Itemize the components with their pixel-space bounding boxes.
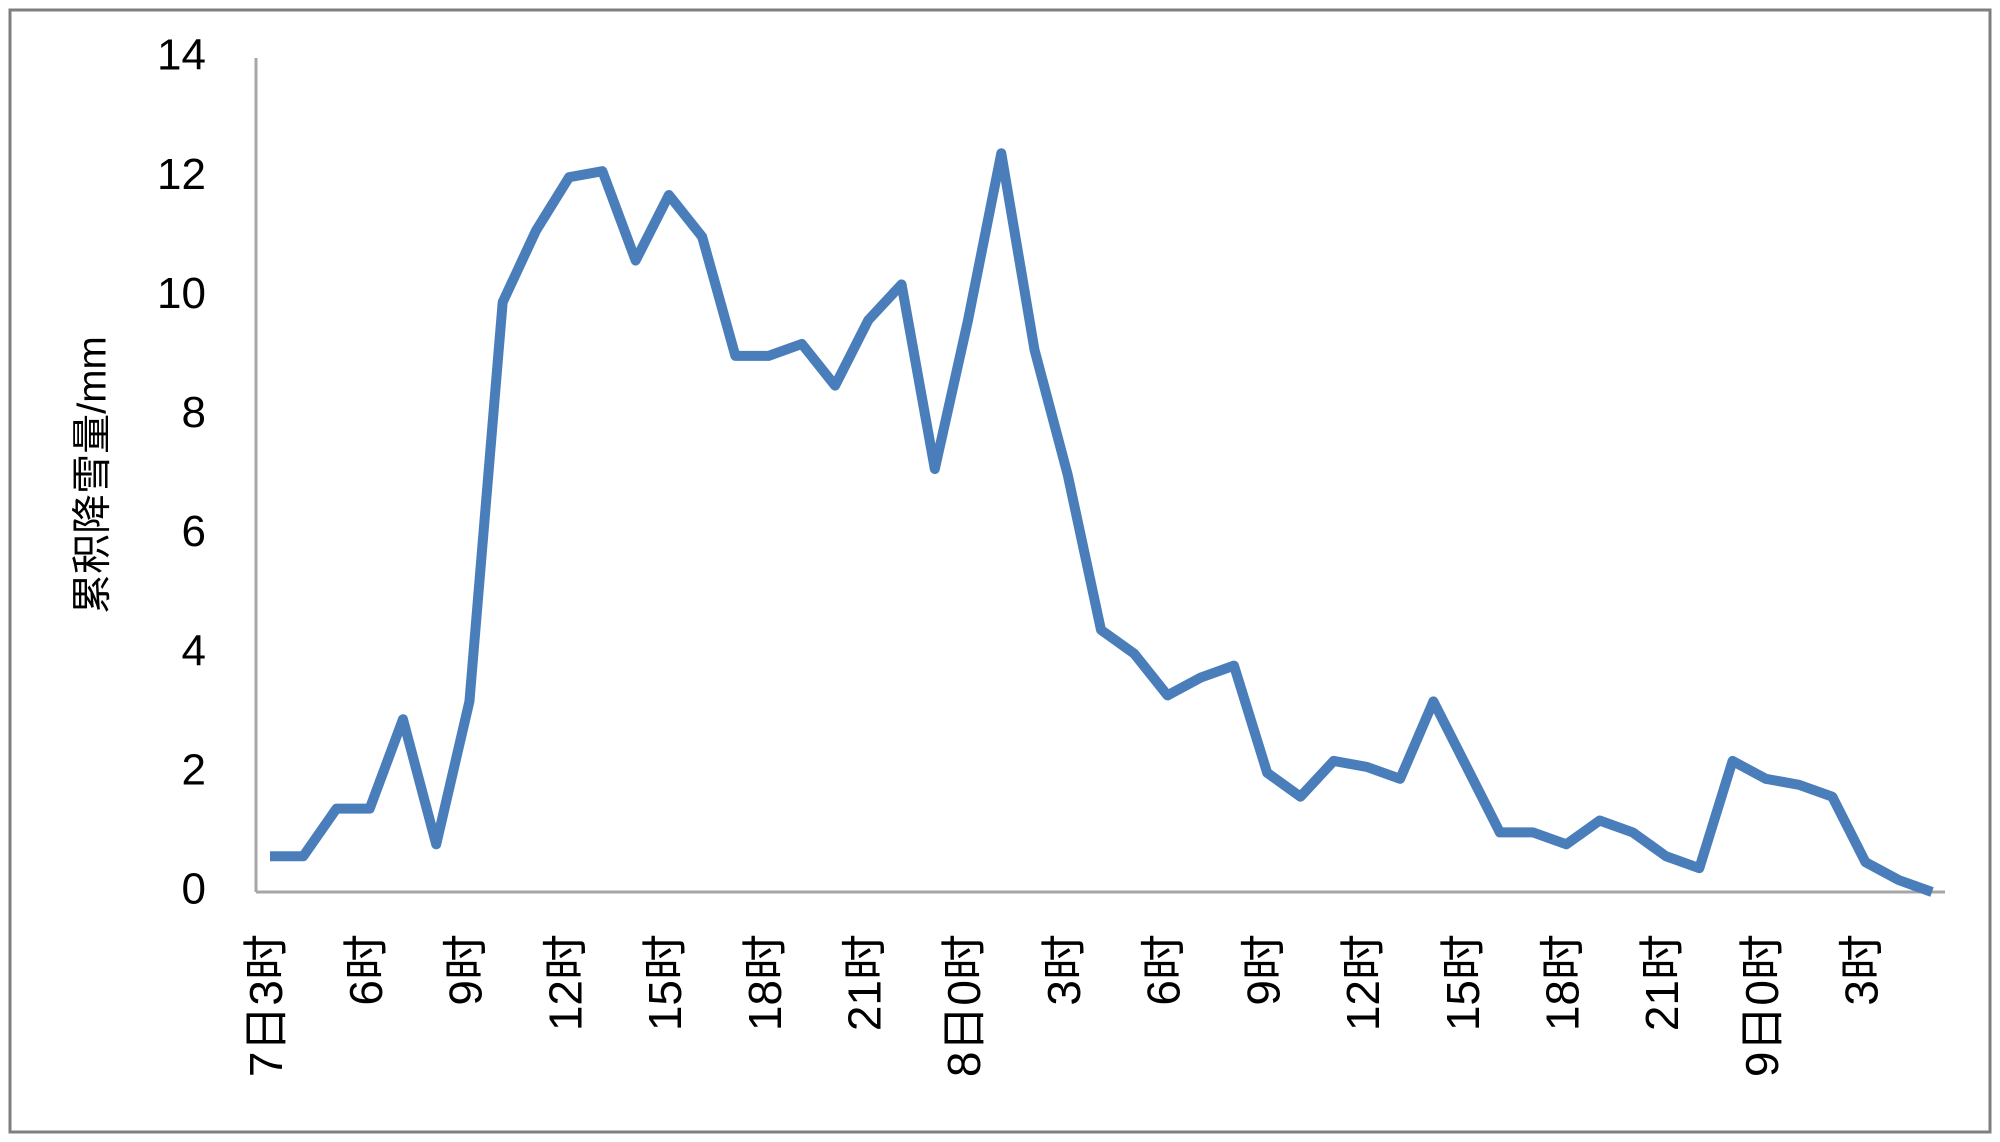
line-series xyxy=(270,148,1934,897)
x-tick-label: 18时 xyxy=(1537,934,1589,1031)
x-tick-label: 12时 xyxy=(539,934,591,1031)
x-tick-label: 6时 xyxy=(1138,934,1190,1006)
x-tick-label: 12时 xyxy=(1337,934,1389,1031)
y-tick-label: 2 xyxy=(182,745,206,794)
y-tick-label: 8 xyxy=(182,388,206,437)
x-tick-label: 3时 xyxy=(1038,934,1090,1006)
y-tick-label: 12 xyxy=(157,150,206,199)
x-tick-label: 3时 xyxy=(1836,934,1888,1006)
x-tick-label: 15时 xyxy=(639,934,691,1031)
x-tick-label: 9时 xyxy=(440,934,492,1006)
x-tick-label: 18时 xyxy=(739,934,791,1031)
x-tick-label: 8日0时 xyxy=(938,934,990,1077)
x-tick-label: 6时 xyxy=(340,934,392,1006)
x-tick-label: 21时 xyxy=(1636,934,1688,1031)
x-tick-label: 21时 xyxy=(838,934,890,1031)
chart-border xyxy=(8,8,1992,1134)
x-tick-label: 9时 xyxy=(1237,934,1289,1006)
y-tick-label: 0 xyxy=(182,865,206,914)
x-tick-label: 9日0时 xyxy=(1736,934,1788,1077)
y-tick-label: 4 xyxy=(182,626,206,675)
y-tick-label: 10 xyxy=(157,269,206,318)
x-tick-label: 15时 xyxy=(1437,934,1489,1031)
x-tick-label: 7日3时 xyxy=(240,934,292,1077)
y-tick-label: 6 xyxy=(182,507,206,556)
y-tick-label: 14 xyxy=(157,31,206,80)
y-axis-label: 累积降雪量/mm xyxy=(71,336,115,614)
